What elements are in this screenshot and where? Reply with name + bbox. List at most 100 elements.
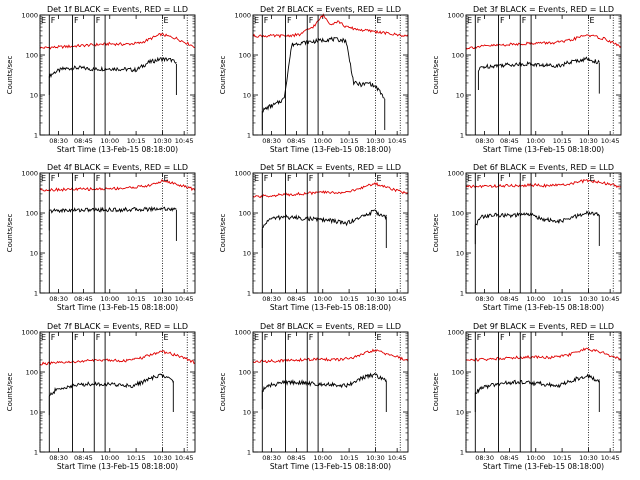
y-tick-label: 1 — [460, 132, 464, 140]
e-marker-label: E — [467, 174, 472, 183]
y-tick-label: 10 — [243, 409, 251, 417]
x-tick-label: 10:15 — [127, 454, 146, 462]
x-tick-label: 10:00 — [526, 454, 545, 462]
f-marker-label: F — [264, 174, 269, 183]
x-tick-label: 10:30 — [366, 454, 385, 462]
x-tick-label: 08:45 — [500, 454, 519, 462]
lld-series-line — [39, 350, 196, 366]
panel-title: Det 5f BLACK = Events, RED = LLD — [260, 163, 401, 172]
y-tick-label: 1000 — [21, 170, 38, 178]
y-tick-label: 100 — [452, 210, 464, 218]
x-axis-label: Start Time (13-Feb-15 08:18:00) — [270, 303, 391, 312]
x-tick-label: 08:45 — [74, 454, 93, 462]
x-tick-label: 10:15 — [127, 137, 146, 145]
f-marker-label: F — [74, 333, 79, 342]
f-marker-label: F — [74, 16, 79, 25]
panel-title: Det 1f BLACK = Events, RED = LLD — [47, 5, 188, 14]
e-marker-label: E — [41, 16, 46, 25]
f-marker-label: F — [51, 16, 56, 25]
e-marker-label: E — [254, 333, 259, 342]
y-tick-label: 1000 — [234, 170, 251, 178]
lld-series-line — [39, 32, 196, 50]
x-tick-label: 10:15 — [340, 137, 359, 145]
f-marker-label: F — [477, 333, 482, 342]
lld-series-line — [252, 13, 409, 39]
x-tick-label: 08:30 — [49, 295, 68, 303]
events-series-line — [262, 36, 385, 113]
lld-series-line — [465, 347, 622, 362]
y-tick-label: 100 — [239, 52, 251, 60]
f-marker-label: F — [74, 174, 79, 183]
events-series-line — [475, 210, 600, 226]
x-tick-label: 10:45 — [175, 295, 194, 303]
f-marker-label: F — [96, 16, 101, 25]
x-tick-label: 10:30 — [366, 295, 385, 303]
y-axis-label: Counts/sec — [219, 214, 227, 253]
x-tick-label: 08:30 — [262, 454, 281, 462]
y-axis-label: Counts/sec — [432, 214, 440, 253]
e-marker-label: E — [163, 333, 168, 342]
x-tick-label: 10:30 — [153, 137, 172, 145]
y-tick-label: 10 — [30, 250, 38, 258]
y-tick-label: 1 — [247, 290, 251, 298]
plot-frame — [39, 14, 196, 136]
x-tick-label: 08:30 — [475, 295, 494, 303]
x-axis-label: Start Time (13-Feb-15 08:18:00) — [57, 145, 178, 154]
e-marker-label: E — [41, 333, 46, 342]
x-tick-label: 10:45 — [388, 454, 407, 462]
y-tick-label: 1000 — [447, 170, 464, 178]
y-tick-label: 1000 — [21, 329, 38, 337]
x-tick-label: 10:45 — [388, 295, 407, 303]
f-marker-label: F — [477, 16, 482, 25]
plot-frame — [252, 331, 409, 453]
y-axis-label: Counts/sec — [6, 214, 14, 253]
y-tick-label: 100 — [452, 369, 464, 377]
x-tick-label: 10:45 — [175, 137, 194, 145]
f-marker-label: F — [287, 333, 292, 342]
x-tick-label: 10:15 — [553, 454, 572, 462]
f-marker-label: F — [287, 16, 292, 25]
panel-title: Det 7f BLACK = Events, RED = LLD — [47, 322, 188, 331]
panel-title: Det 2f BLACK = Events, RED = LLD — [260, 5, 401, 14]
e-marker-label: E — [163, 16, 168, 25]
plot-frame — [252, 172, 409, 294]
y-axis-label: Counts/sec — [219, 56, 227, 95]
y-tick-label: 10 — [243, 92, 251, 100]
e-marker-label: E — [376, 174, 381, 183]
panel-title: Det 4f BLACK = Events, RED = LLD — [47, 163, 188, 172]
x-tick-label: 10:15 — [127, 295, 146, 303]
x-tick-label: 10:15 — [340, 295, 359, 303]
y-tick-label: 10 — [243, 250, 251, 258]
panel-det-6: Det 6f BLACK = Events, RED = LLD Counts/s… — [432, 163, 622, 312]
x-tick-label: 10:45 — [601, 454, 620, 462]
x-tick-label: 08:30 — [49, 454, 68, 462]
x-tick-label: 10:15 — [340, 454, 359, 462]
e-marker-label: E — [589, 174, 594, 183]
y-tick-label: 1 — [247, 449, 251, 457]
x-tick-label: 10:30 — [579, 137, 598, 145]
f-marker-label: F — [309, 174, 314, 183]
lld-series-line — [252, 181, 409, 199]
panel-det-7: Det 7f BLACK = Events, RED = LLD Counts/s… — [6, 322, 196, 471]
x-tick-label: 10:45 — [601, 295, 620, 303]
y-tick-label: 100 — [26, 210, 38, 218]
y-tick-label: 1000 — [447, 12, 464, 20]
f-marker-label: F — [287, 174, 292, 183]
x-tick-label: 10:30 — [153, 454, 172, 462]
f-marker-label: F — [522, 333, 527, 342]
x-tick-label: 08:45 — [74, 137, 93, 145]
f-marker-label: F — [522, 174, 527, 183]
x-axis-label: Start Time (13-Feb-15 08:18:00) — [483, 145, 604, 154]
e-marker-label: E — [589, 333, 594, 342]
y-tick-label: 1000 — [21, 12, 38, 20]
y-tick-label: 10 — [30, 409, 38, 417]
events-series-line — [474, 373, 600, 395]
e-marker-label: E — [254, 16, 259, 25]
e-marker-label: E — [254, 174, 259, 183]
x-tick-label: 10:00 — [313, 295, 332, 303]
x-tick-label: 10:00 — [313, 454, 332, 462]
y-tick-label: 1 — [34, 290, 38, 298]
x-tick-label: 10:30 — [366, 137, 385, 145]
f-marker-label: F — [309, 333, 314, 342]
x-axis-label: Start Time (13-Feb-15 08:18:00) — [57, 303, 178, 312]
